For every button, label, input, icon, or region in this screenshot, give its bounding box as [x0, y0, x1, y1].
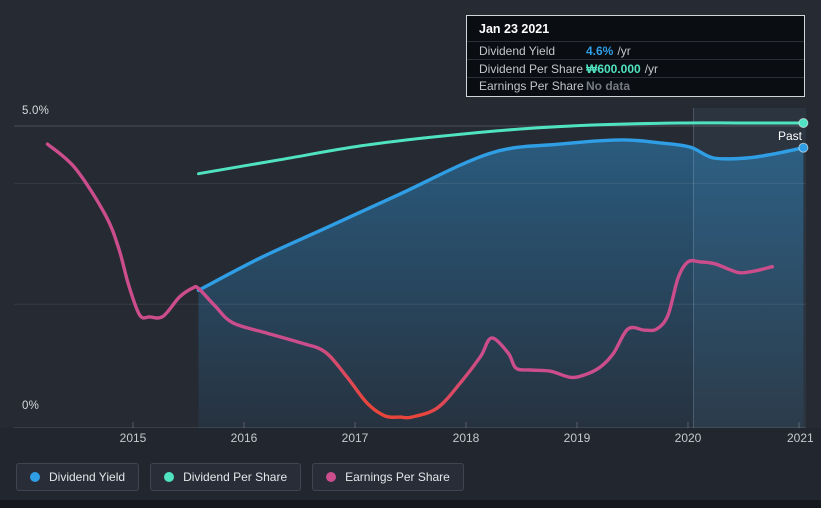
x-tick-2020: 2020: [674, 431, 702, 445]
hover-tooltip: Jan 23 2021 Dividend Yield 4.6% /yr Divi…: [466, 15, 805, 97]
x-tick-2017: 2017: [341, 431, 369, 445]
x-tick-2018: 2018: [452, 431, 480, 445]
earnings-per-share-line: [45, 142, 775, 420]
x-axis: 2015 2016 2017 2018 2019 2020 2021: [0, 430, 817, 447]
bottom-bar: [0, 500, 821, 508]
x-tick-2015: 2015: [119, 431, 147, 445]
legend: Dividend Yield Dividend Per Share Earnin…: [16, 463, 464, 491]
legend-item-dividend-yield[interactable]: Dividend Yield: [16, 463, 140, 491]
x-tick-2016: 2016: [230, 431, 258, 445]
tooltip-unit: /yr: [644, 61, 659, 76]
past-period-label: Past: [777, 129, 802, 143]
tooltip-value: ₩600.000: [586, 61, 641, 76]
y-axis-label-max: 5.0%: [22, 105, 50, 117]
dividend-per-share-dot-icon: [164, 472, 175, 482]
x-tick-2019: 2019: [563, 431, 591, 445]
tooltip-label: Dividend Yield: [479, 43, 556, 58]
dividend-yield-line: [196, 138, 806, 292]
tooltip-row-earnings-per-share: Earnings Per Share No data: [467, 78, 804, 96]
tooltip-label: Dividend Per Share: [479, 61, 584, 76]
dividend-yield-end-dot: [798, 142, 809, 153]
dividend-per-share-line: [197, 121, 805, 176]
tooltip-value: No data: [586, 79, 631, 93]
dividend-yield-area: [198, 139, 804, 429]
legend-label: Dividend Per Share: [183, 470, 288, 484]
tooltip-label: Earnings Per Share: [479, 79, 584, 93]
tooltip-unit: /yr: [617, 43, 631, 58]
tooltip-date: Jan 23 2021: [467, 16, 804, 42]
legend-label: Earnings Per Share: [345, 470, 450, 484]
x-tick-2021: 2021: [787, 431, 814, 445]
y-axis-label-min: 0%: [22, 400, 40, 412]
tooltip-row-dividend-yield: Dividend Yield 4.6% /yr: [467, 42, 804, 60]
dividend-yield-dot-icon: [30, 472, 40, 482]
legend-item-dividend-per-share[interactable]: Dividend Per Share: [150, 463, 302, 491]
earnings-per-share-dot-icon: [326, 472, 337, 482]
tooltip-value: 4.6%: [586, 43, 614, 58]
tooltip-row-dividend-per-share: Dividend Per Share ₩600.000 /yr: [467, 60, 804, 78]
legend-label: Dividend Yield: [49, 470, 126, 484]
legend-item-earnings-per-share[interactable]: Earnings Per Share: [312, 463, 464, 491]
dividend-per-share-end-dot: [798, 118, 809, 128]
